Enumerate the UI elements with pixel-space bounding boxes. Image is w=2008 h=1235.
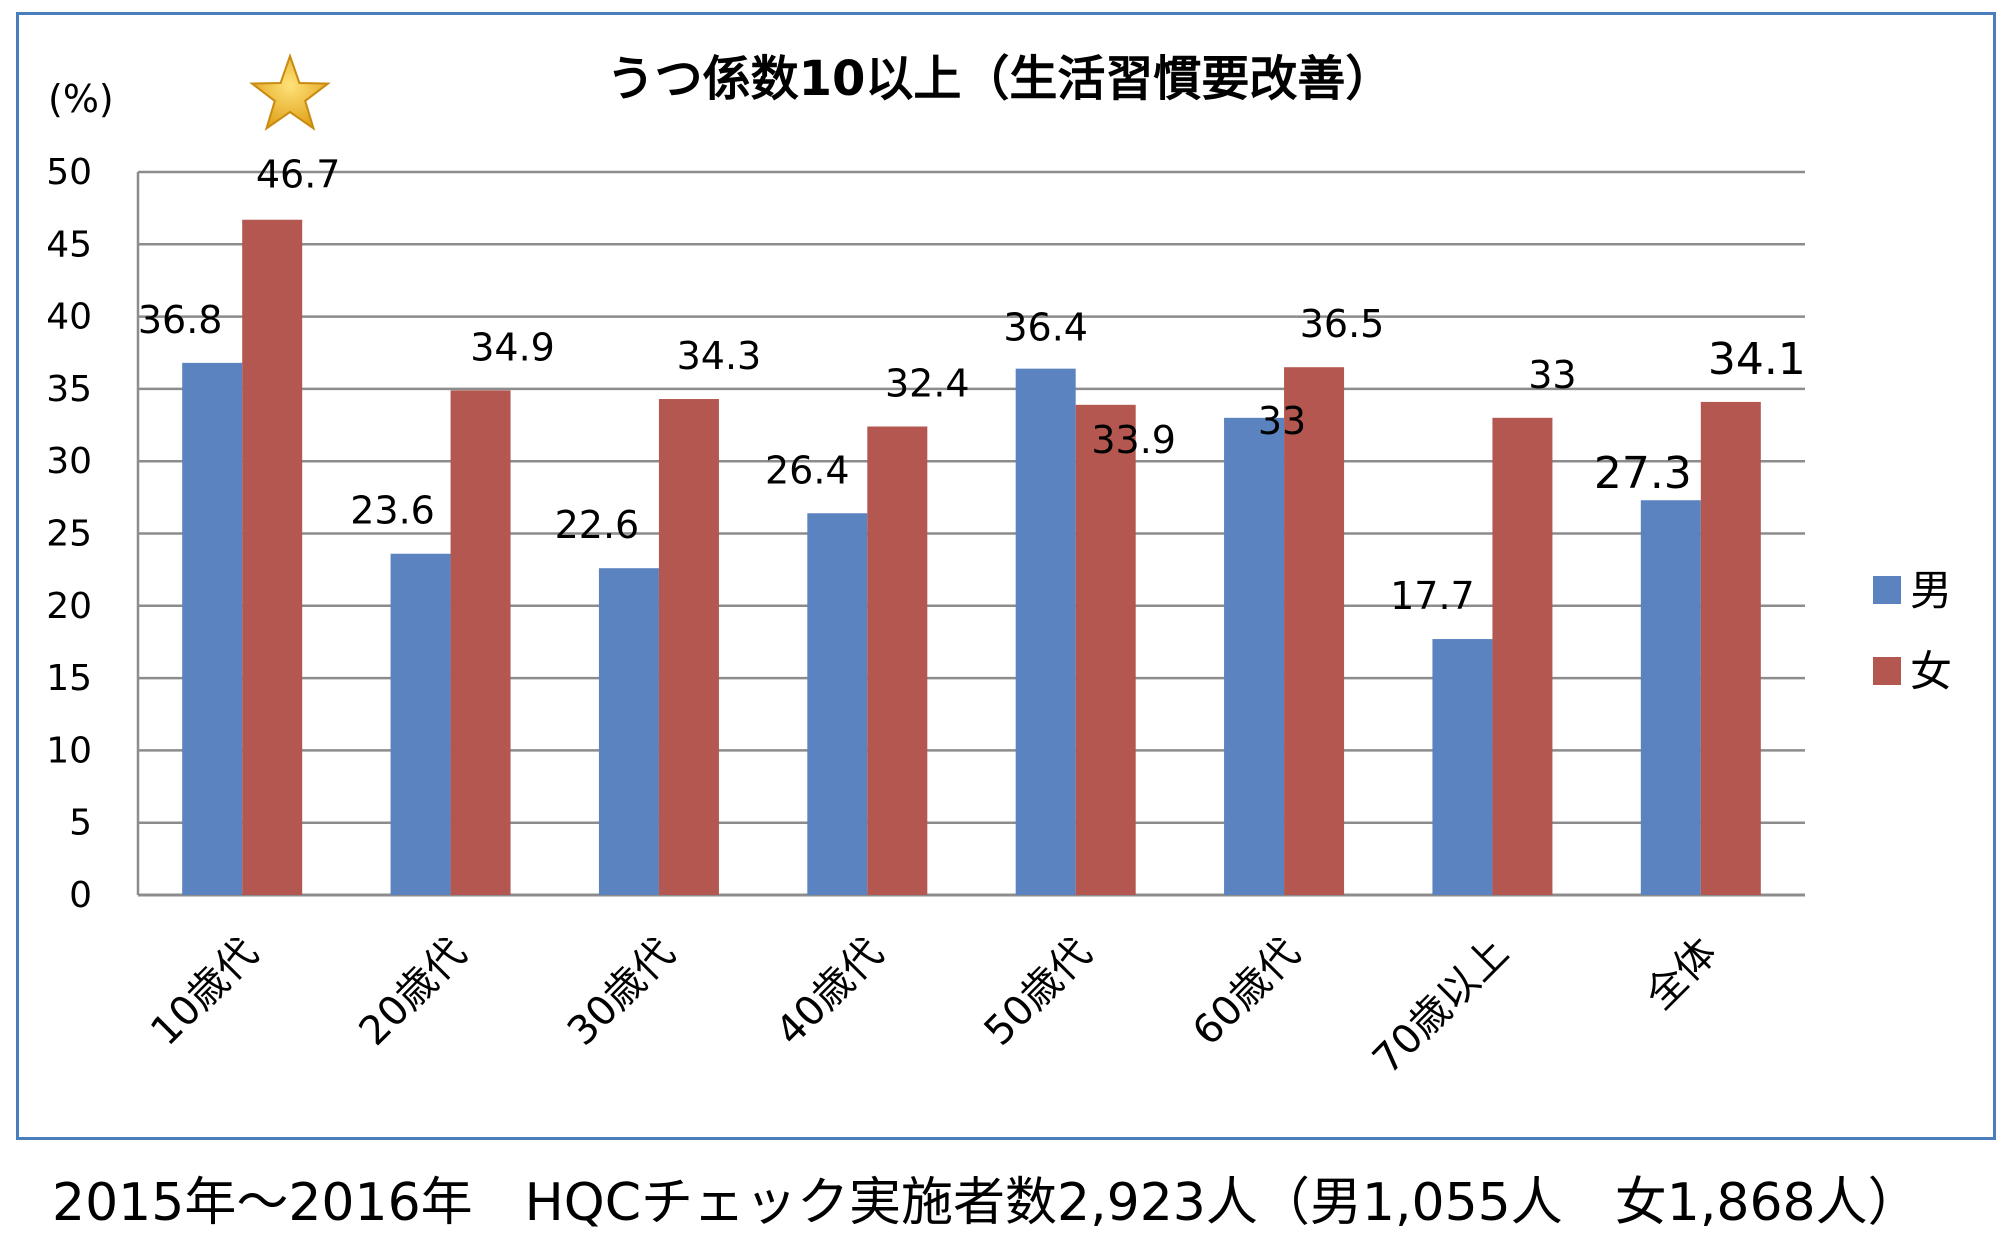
legend-label: 男 — [1910, 566, 1952, 615]
y-tick-label: 35 — [46, 369, 92, 410]
bar-female — [1075, 404, 1136, 895]
data-label: 23.6 — [350, 489, 435, 533]
bar-male — [390, 553, 451, 895]
bar-male — [1224, 417, 1285, 895]
data-label: 27.3 — [1594, 448, 1692, 499]
data-label: 34.3 — [677, 334, 762, 378]
y-tick-label: 30 — [46, 441, 92, 482]
footer-note: 2015年～2016年 HQCチェック実施者数2,923人（男1,055人 女1… — [52, 1173, 1920, 1233]
x-tick-label: 50歳代 — [976, 930, 1101, 1055]
data-label: 36.8 — [138, 298, 223, 342]
data-label: 32.4 — [885, 361, 970, 405]
y-tick-label: 5 — [69, 803, 92, 844]
bar-female — [1700, 401, 1761, 895]
chart-frame — [16, 12, 1996, 1140]
y-axis-unit-label: (%) — [48, 77, 114, 121]
x-tick-label: 10歳代 — [142, 930, 267, 1055]
bar-female — [658, 399, 719, 895]
bar-male — [1640, 500, 1701, 895]
bar-female — [867, 426, 928, 895]
data-label: 34.9 — [470, 325, 555, 369]
y-tick-label: 0 — [69, 875, 92, 916]
bar-male — [1015, 368, 1076, 895]
bar-male — [598, 568, 659, 895]
bar-male — [1432, 639, 1493, 895]
y-tick-label: 25 — [46, 514, 92, 555]
data-label: 17.7 — [1390, 574, 1475, 618]
data-label: 33 — [1258, 399, 1306, 443]
x-tick-label: 全体 — [1637, 930, 1726, 1019]
y-tick-label: 40 — [46, 297, 92, 338]
chart: うつ係数10以上（生活習慣要改善） (%) 0 5 10 15 20 25 30 35 40 45… — [46, 51, 1952, 1083]
bar-female — [1492, 417, 1553, 895]
data-label: 26.4 — [765, 448, 850, 492]
x-tick-label: 20歳代 — [351, 930, 476, 1055]
x-tick-label: 60歳代 — [1184, 930, 1309, 1055]
chart-title: うつ係数10以上（生活習慣要改善） — [607, 51, 1394, 107]
bar-female — [242, 219, 303, 895]
data-label: 46.7 — [256, 153, 341, 197]
x-tick-label: 30歳代 — [559, 930, 684, 1055]
bar-female — [450, 390, 511, 895]
bar-male — [807, 513, 868, 895]
data-label: 34.1 — [1708, 334, 1806, 385]
x-tick-label: 40歳代 — [767, 930, 892, 1055]
y-tick-label: 50 — [46, 152, 92, 193]
x-tick-label: 70歳以上 — [1364, 930, 1517, 1083]
legend-swatch-female — [1873, 657, 1901, 685]
data-label: 33 — [1528, 353, 1576, 397]
data-label: 22.6 — [555, 503, 640, 547]
star-icon — [249, 52, 331, 131]
y-tick-label: 10 — [46, 730, 92, 771]
legend-label: 女 — [1910, 647, 1952, 696]
data-label: 36.5 — [1300, 302, 1385, 346]
data-label: 36.4 — [1003, 306, 1088, 350]
bar-male — [182, 362, 243, 895]
data-label: 33.9 — [1091, 418, 1176, 462]
y-tick-label: 20 — [46, 586, 92, 627]
legend-swatch-male — [1873, 576, 1901, 604]
bar-female — [1284, 367, 1345, 896]
y-tick-label: 45 — [46, 224, 92, 265]
y-tick-label: 15 — [46, 658, 92, 699]
